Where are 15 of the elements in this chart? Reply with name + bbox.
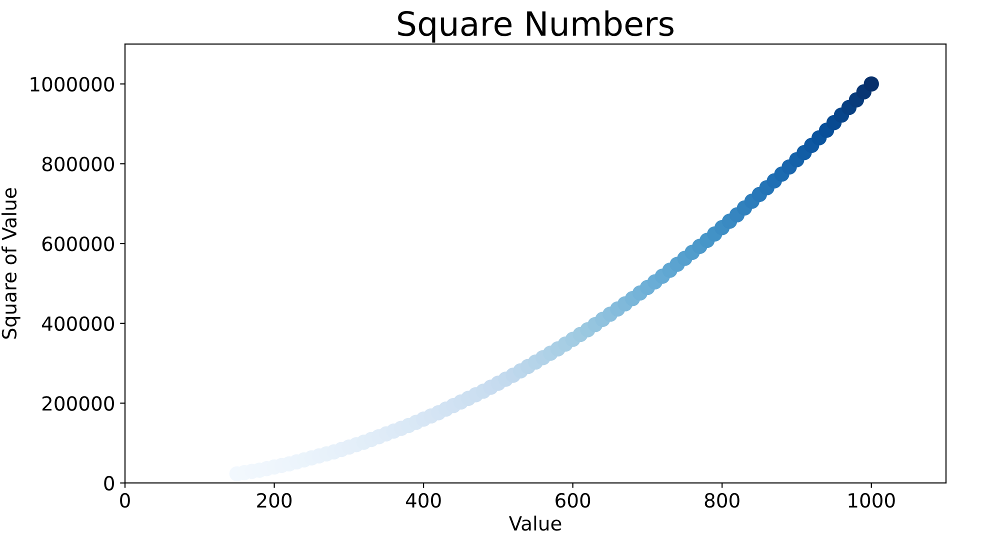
- x-tick-label: 1000: [848, 493, 895, 508]
- y-tick-label: 600000: [42, 236, 114, 252]
- x-tick-label: 400: [406, 493, 441, 508]
- y-tick-label: 200000: [42, 396, 114, 411]
- y-tick-label: 0: [104, 476, 114, 491]
- y-tick-label: 800000: [42, 156, 114, 172]
- y-axis-title: Square of Value: [2, 188, 20, 339]
- x-axis-title: Value: [508, 516, 562, 531]
- chart-title: Square Numbers: [398, 10, 674, 43]
- x-tick-label: 800: [704, 493, 740, 508]
- x-tick-label: 200: [257, 493, 292, 508]
- x-tick-label: 600: [556, 493, 590, 508]
- y-tick-label: 400000: [42, 316, 114, 332]
- y-tick-label: 1000000: [30, 76, 114, 92]
- x-tick-label: 0: [120, 493, 130, 508]
